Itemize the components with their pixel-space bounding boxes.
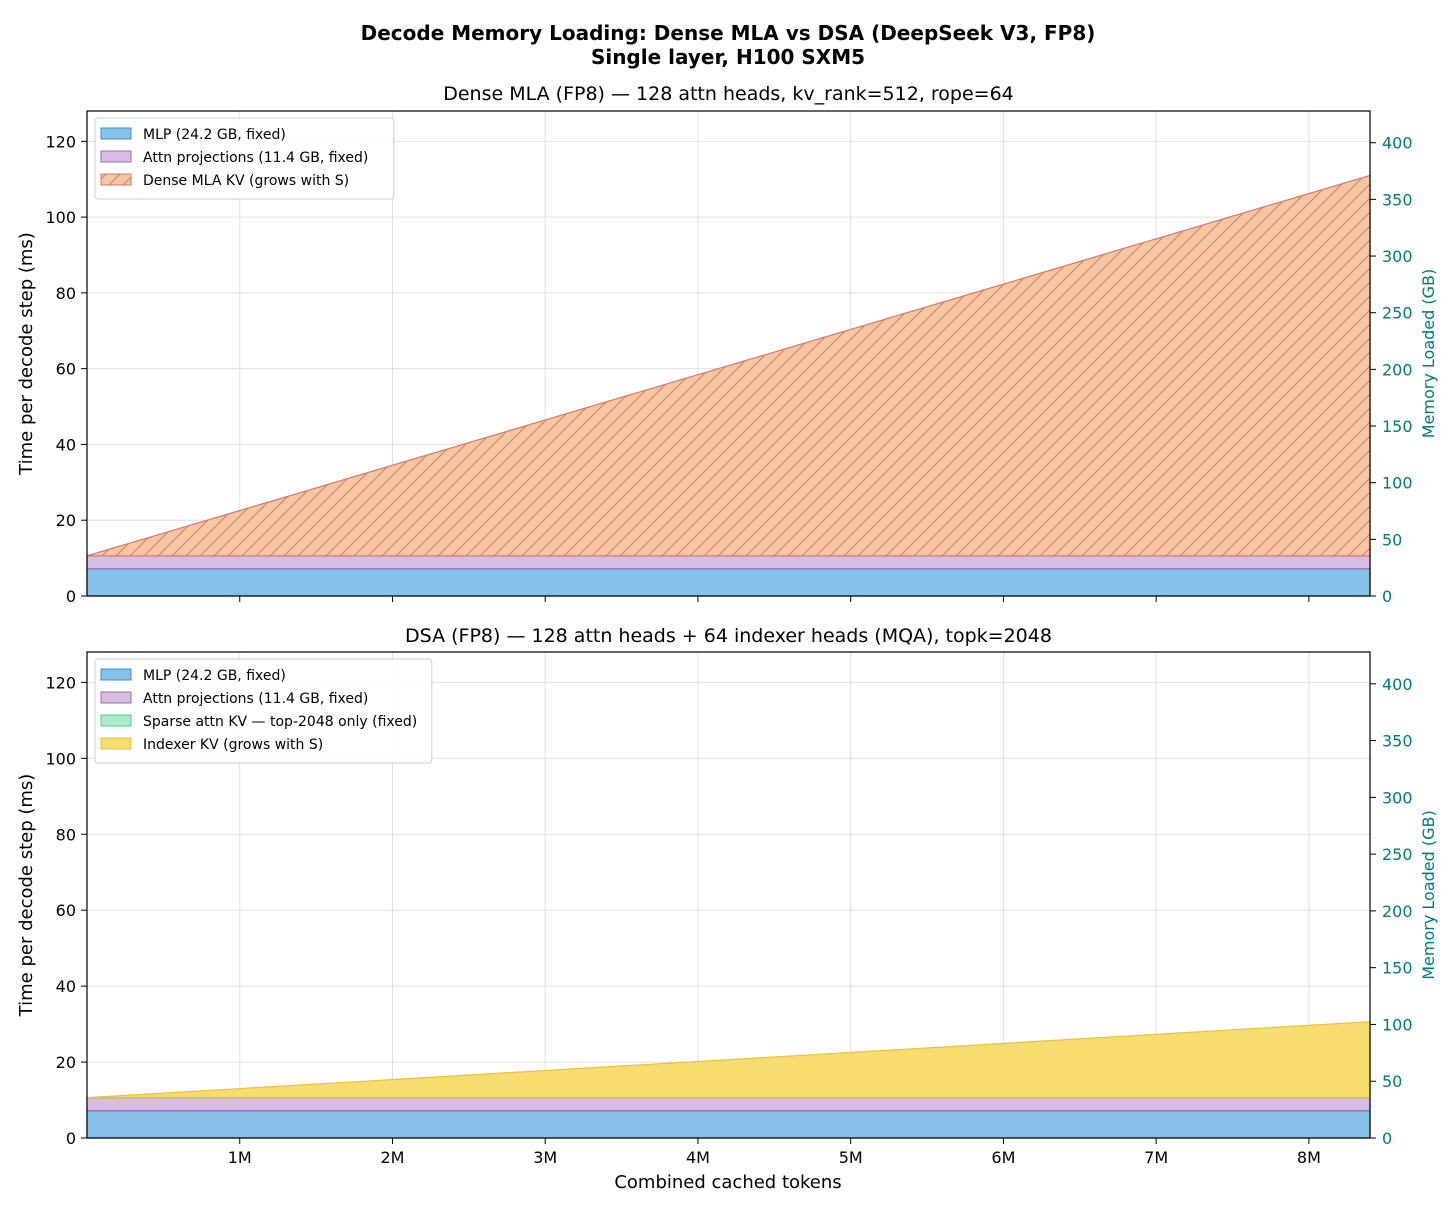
legend-entry: MLP (24.2 GB, fixed) <box>143 127 286 143</box>
axes-frame <box>86 651 1371 1139</box>
y-right-tick-label: 300 <box>1382 788 1413 807</box>
y-right-tick-label: 50 <box>1382 1072 1402 1091</box>
legend-box <box>94 658 433 764</box>
y-tick-label: 20 <box>56 511 76 530</box>
axes-frame <box>86 110 1371 597</box>
y-tick-label: 0 <box>66 1129 76 1148</box>
legend-swatch <box>100 691 132 704</box>
x-tick-label: 8M <box>1297 1148 1321 1167</box>
y-right-tick-label: 100 <box>1382 474 1413 493</box>
legend-swatch <box>100 127 132 140</box>
y-right-axis-label: Memory Loaded (GB) <box>1419 810 1438 979</box>
panel-title: Dense MLA (FP8) — 128 attn heads, kv_ran… <box>443 83 1014 105</box>
legend-swatch-hatch <box>101 174 131 185</box>
x-axis-label: Combined cached tokens <box>614 1172 841 1193</box>
legend-entry: Dense MLA KV (grows with S) <box>143 173 349 189</box>
y-right-tick-label: 300 <box>1382 247 1413 266</box>
legend-swatch <box>100 150 132 163</box>
y-tick-label: 60 <box>56 360 76 379</box>
y-right-tick-label: 200 <box>1382 902 1413 921</box>
panel-title: DSA (FP8) — 128 attn heads + 64 indexer … <box>405 625 1052 647</box>
area-indexer-3 <box>86 1021 1371 1099</box>
y-right-tick-label: 350 <box>1382 732 1413 751</box>
x-tick-label: 2M <box>380 1148 404 1167</box>
y-tick-label: 120 <box>45 673 76 692</box>
area-mlp-0 <box>86 568 1371 597</box>
y-tick-label: 60 <box>56 901 76 920</box>
x-tick-label: 3M <box>533 1148 557 1167</box>
figure-title-line1: Decode Memory Loading: Dense MLA vs DSA … <box>361 21 1096 45</box>
y-tick-label: 100 <box>45 749 76 768</box>
y-axis-label: Time per decode step (ms) <box>16 232 37 476</box>
y-right-tick-label: 200 <box>1382 360 1413 379</box>
y-right-tick-label: 0 <box>1382 587 1392 606</box>
figure-title-line2: Single layer, H100 SXM5 <box>591 45 865 69</box>
legend-entry: MLP (24.2 GB, fixed) <box>143 668 286 684</box>
y-tick-label: 120 <box>45 132 76 151</box>
y-right-tick-label: 350 <box>1382 190 1413 209</box>
legend-entry: Attn projections (11.4 GB, fixed) <box>143 150 368 166</box>
area-attn-1 <box>86 555 1371 570</box>
y-right-tick-label: 150 <box>1382 959 1413 978</box>
legend-swatch <box>100 714 132 727</box>
area-dense-2-hatch <box>87 175 1370 556</box>
y-tick-label: 20 <box>56 1053 76 1072</box>
y-axis-label: Time per decode step (ms) <box>16 774 37 1018</box>
y-tick-label: 40 <box>56 435 76 454</box>
legend-entry: Attn projections (11.4 GB, fixed) <box>143 691 368 707</box>
legend-swatch <box>100 668 132 681</box>
y-tick-label: 40 <box>56 977 76 996</box>
y-right-tick-label: 150 <box>1382 417 1413 436</box>
y-right-tick-label: 100 <box>1382 1015 1413 1034</box>
x-tick-label: 7M <box>1144 1148 1168 1167</box>
y-tick-label: 80 <box>56 825 76 844</box>
dense-mla-panel: Dense MLA (FP8) — 128 attn heads, kv_ran… <box>16 83 1438 606</box>
legend-entry: Sparse attn KV — top-2048 only (fixed) <box>143 714 417 730</box>
legend-box <box>94 117 395 200</box>
x-tick-label: 1M <box>228 1148 252 1167</box>
x-tick-label: 6M <box>991 1148 1015 1167</box>
y-tick-label: 100 <box>45 208 76 227</box>
y-right-tick-label: 0 <box>1382 1129 1392 1148</box>
y-tick-label: 80 <box>56 284 76 303</box>
y-right-tick-label: 250 <box>1382 845 1413 864</box>
y-right-tick-label: 400 <box>1382 675 1413 694</box>
y-tick-label: 0 <box>66 587 76 606</box>
y-right-tick-label: 50 <box>1382 530 1402 549</box>
legend-entry: Indexer KV (grows with S) <box>143 737 323 753</box>
x-tick-label: 5M <box>839 1148 863 1167</box>
y-right-tick-label: 250 <box>1382 304 1413 323</box>
x-tick-label: 4M <box>686 1148 710 1167</box>
legend-swatch <box>100 737 132 750</box>
area-attn-1 <box>86 1097 1371 1112</box>
y-right-tick-label: 400 <box>1382 134 1413 153</box>
area-mlp-0 <box>86 1110 1371 1139</box>
dsa-panel: DSA (FP8) — 128 attn heads + 64 indexer … <box>16 625 1438 1167</box>
y-right-axis-label: Memory Loaded (GB) <box>1419 269 1438 438</box>
